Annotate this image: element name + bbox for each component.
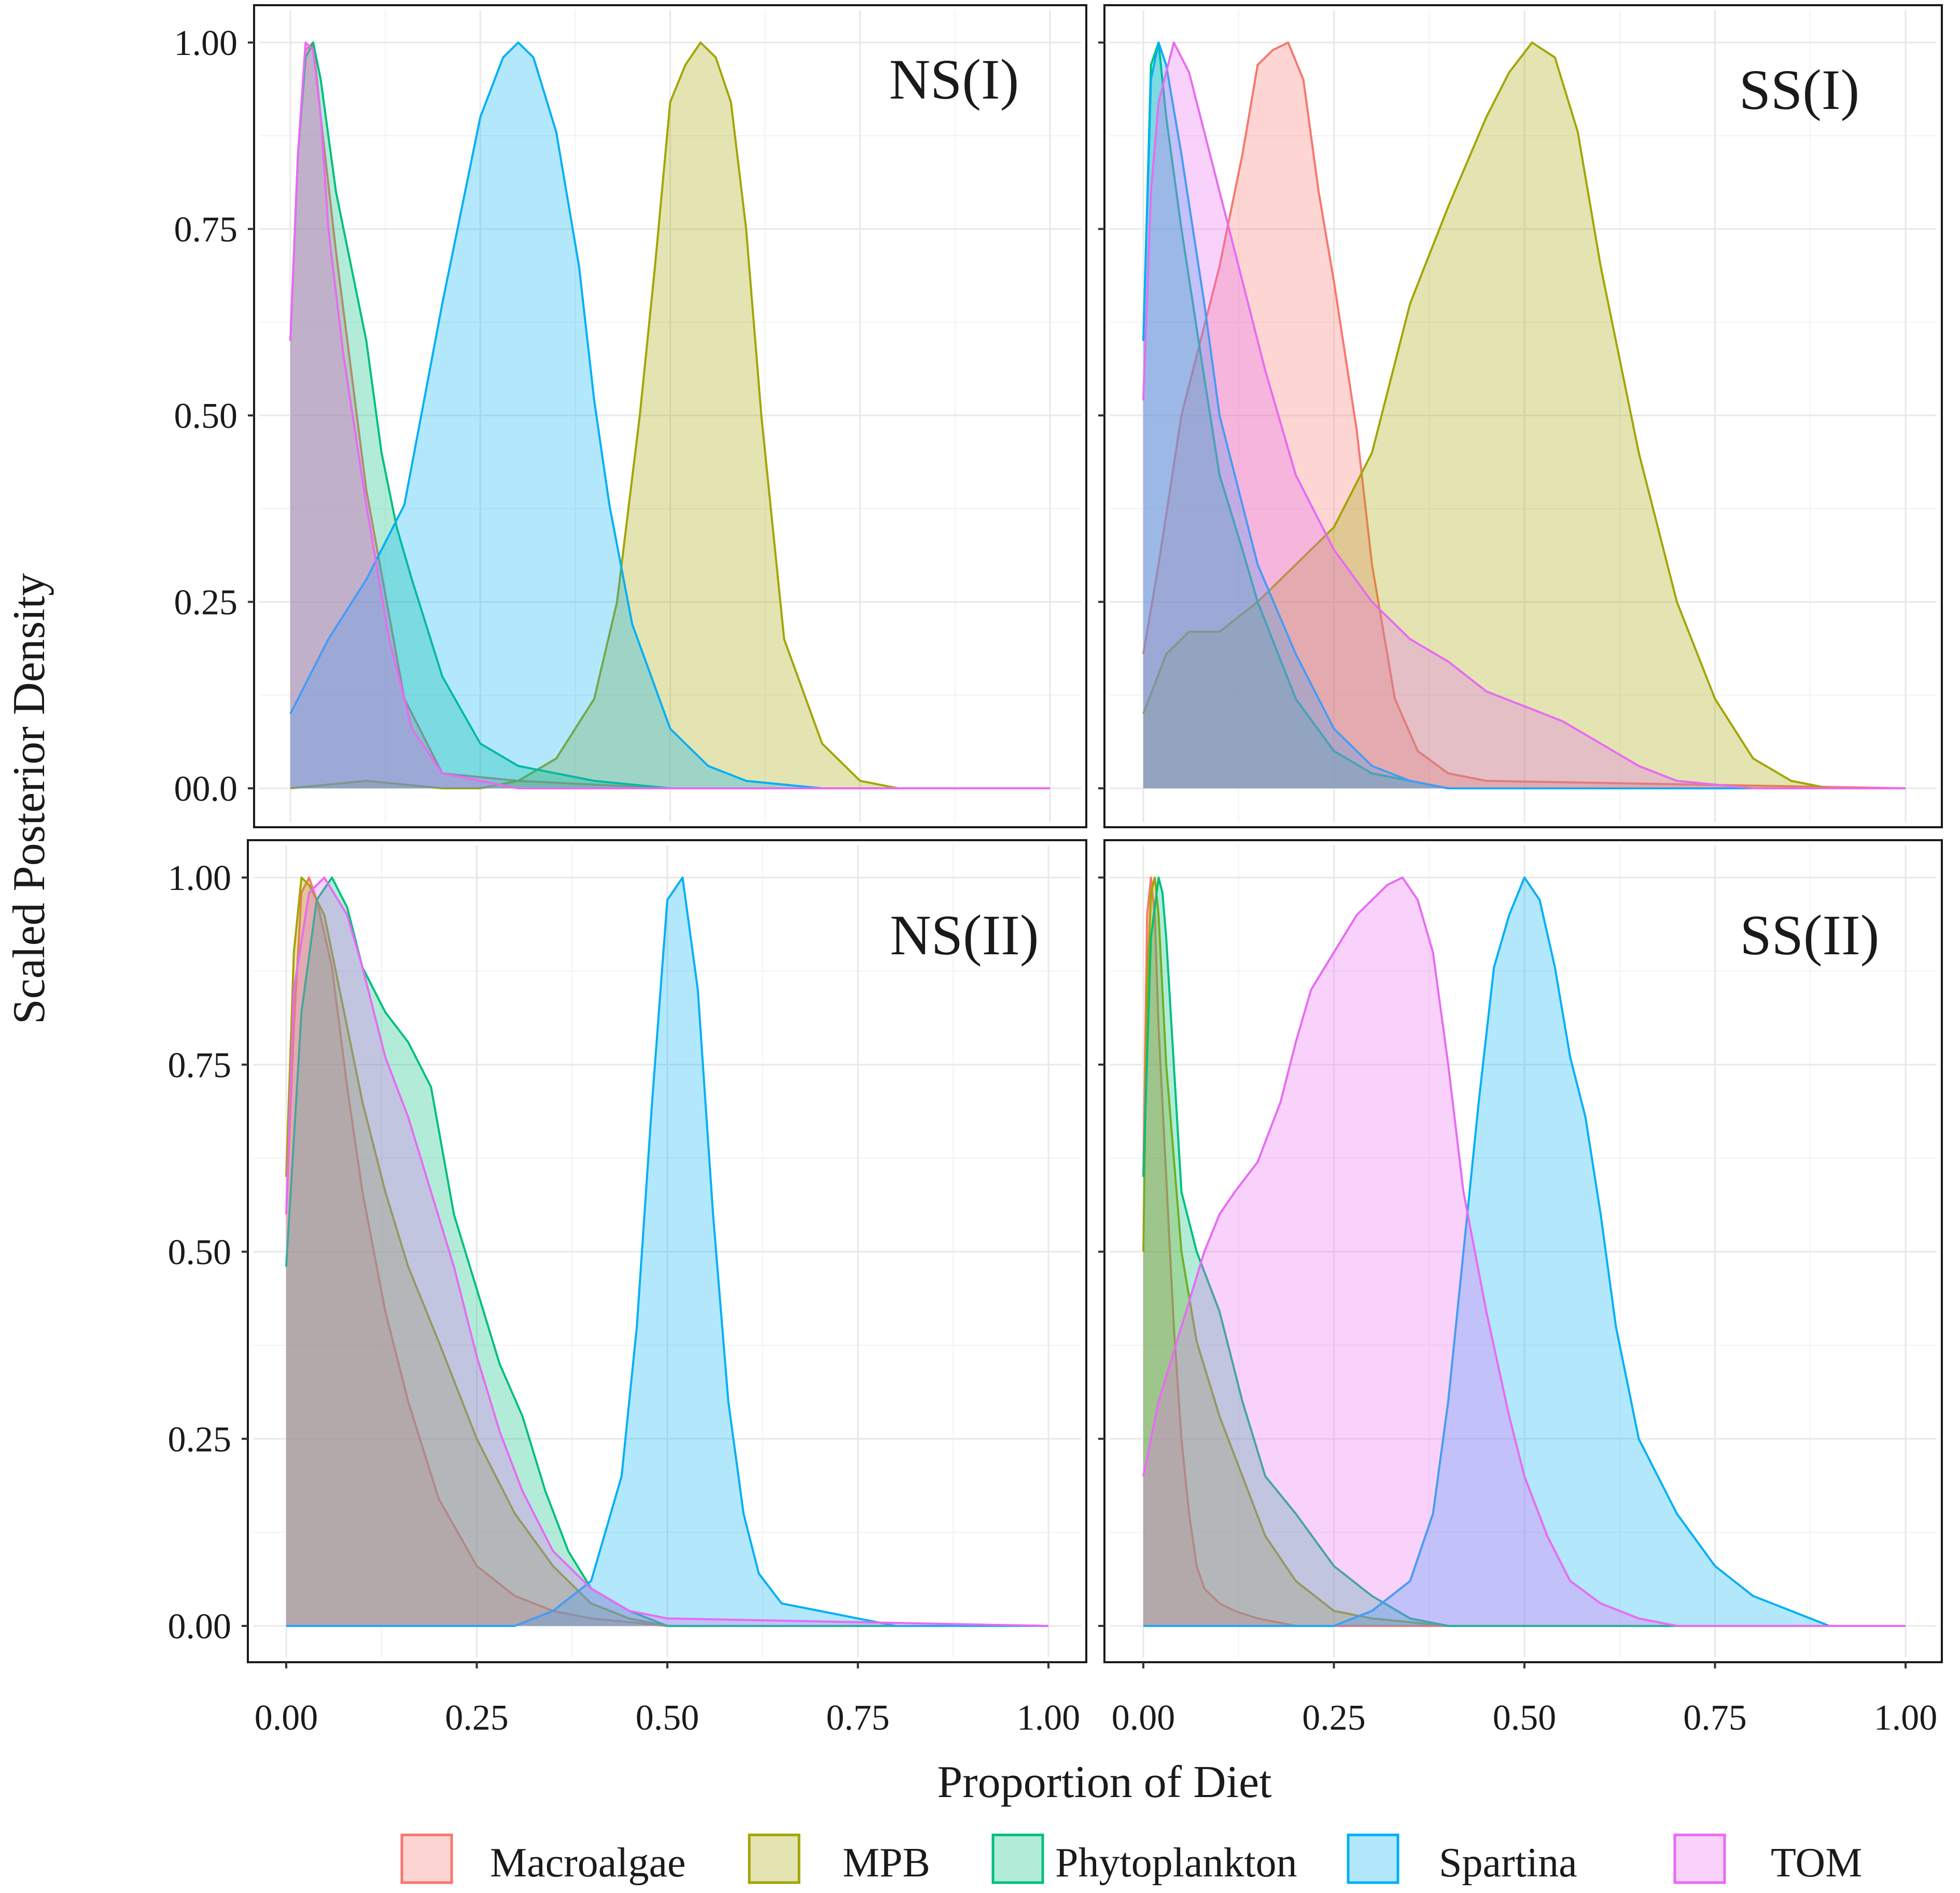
density-area-tom: [1143, 43, 1906, 788]
density-area-mpb: [1143, 43, 1906, 788]
legend-label-phytoplankton: Phytoplankton: [1055, 1840, 1297, 1886]
legend-swatch-phytoplankton: [991, 1833, 1044, 1884]
x-tick-label: 0.25: [1302, 1698, 1366, 1738]
legend-item-tom: TOM: [1673, 1833, 1862, 1886]
legend-label-tom: TOM: [1771, 1840, 1862, 1886]
density-line-phytoplankton: [289, 41, 1050, 789]
density-line-spartina: [289, 41, 1050, 789]
density-line-tom: [289, 41, 1050, 789]
y-axis-title: Scaled Posterior Density: [4, 573, 54, 1024]
density-area-phytoplankton: [1143, 878, 1906, 1626]
density-line-phytoplankton: [1142, 876, 1906, 1627]
density-area-tom: [290, 43, 1050, 788]
x-tick-label: 1.00: [1874, 1698, 1938, 1738]
panel-ssii: 0.00 0.25 0.50 0.75 1.00 SS(II): [1098, 839, 1943, 1738]
x-tick-label: 0.25: [445, 1698, 509, 1738]
density-line-spartina: [1142, 41, 1906, 789]
y-tick-label: 1.00: [174, 23, 238, 63]
legend-item-spartina: Spartina: [1347, 1833, 1577, 1886]
density-line-mpb: [1142, 41, 1906, 789]
legend-item-phytoplankton: Phytoplankton: [991, 1833, 1297, 1886]
density-line-tom: [285, 876, 1049, 1627]
density-line-spartina: [1143, 876, 1906, 1627]
y-tick-label: 1.00: [168, 858, 232, 898]
x-tick-label: 0.50: [1493, 1698, 1557, 1738]
density-area-tom: [286, 878, 1048, 1626]
density-area-phytoplankton: [1143, 43, 1906, 788]
panel-ssi: SS(I): [1098, 4, 1943, 828]
density-line-mpb: [1142, 876, 1906, 1627]
legend-swatch-spartina: [1347, 1833, 1399, 1884]
legend-swatch-macroalgae: [400, 1833, 453, 1884]
density-area-phytoplankton: [286, 878, 1048, 1626]
x-tick-label: 0.75: [826, 1698, 890, 1738]
legend-label-spartina: Spartina: [1439, 1840, 1577, 1886]
legend-swatch-tom: [1673, 1833, 1726, 1884]
x-tick-label: 0.00: [1112, 1698, 1175, 1738]
legend-label-mpb: MPB: [843, 1840, 930, 1886]
y-tick-label: 0.25: [168, 1419, 232, 1459]
y-tick-label: 0.50: [174, 396, 238, 436]
legend: Macroalgae MPB Phytoplankton Spartina TOM: [400, 1833, 1862, 1886]
density-area-macroalgae: [290, 43, 1050, 788]
panel-label: NS(II): [890, 903, 1039, 967]
density-area-mpb: [290, 43, 1050, 788]
x-tick-label: 0.00: [255, 1698, 318, 1738]
density-line-macroalgae: [1142, 876, 1906, 1627]
panel-nsii: 0.00 0.25 0.50 0.75 1.00 0.00 0.25 0.50 0.75 1.00…: [168, 839, 1087, 1738]
legend-label-macroalgae: Macroalgae: [490, 1840, 686, 1886]
density-line-spartina: [286, 876, 1048, 1627]
density-line-mpb: [285, 876, 1048, 1627]
density-area-mpb: [286, 878, 1048, 1626]
y-tick-label: 0.00: [168, 1607, 232, 1647]
legend-swatch-mpb: [748, 1833, 801, 1884]
density-area-spartina: [290, 43, 1050, 788]
x-tick-label: 0.75: [1683, 1698, 1747, 1738]
density-line-tom: [1142, 876, 1906, 1627]
y-tick-label: 0.75: [168, 1046, 232, 1085]
density-line-tom: [1142, 41, 1906, 789]
y-tick-label: 0.75: [174, 210, 238, 250]
y-tick-label: 0.50: [168, 1233, 232, 1273]
y-tick-label: 00.0: [174, 769, 238, 809]
x-axis-title: Proportion of Diet: [937, 1757, 1271, 1807]
density-area-mpb: [1143, 878, 1906, 1626]
panel-label: NS(I): [889, 48, 1019, 111]
panel-label: SS(II): [1740, 903, 1880, 967]
legend-item-mpb: MPB: [748, 1833, 930, 1886]
density-area-spartina: [286, 878, 1048, 1626]
density-area-spartina: [1143, 878, 1906, 1626]
density-area-phytoplankton: [290, 43, 1050, 788]
legend-item-macroalgae: Macroalgae: [400, 1833, 686, 1886]
panel-nsi: 00.0 0.25 0.50 0.75 1.00 NS(I): [174, 4, 1087, 828]
density-line-phytoplankton: [1142, 41, 1906, 789]
x-tick-label: 1.00: [1017, 1698, 1081, 1738]
x-tick-label: 0.50: [636, 1698, 699, 1738]
density-area-spartina: [1143, 43, 1906, 788]
density-area-macroalgae: [1143, 43, 1906, 788]
density-area-macroalgae: [286, 878, 1048, 1626]
panel-label: SS(I): [1739, 58, 1859, 121]
density-area-tom: [1143, 878, 1906, 1626]
y-tick-label: 0.25: [174, 583, 238, 623]
density-line-macroalgae: [1142, 41, 1906, 789]
